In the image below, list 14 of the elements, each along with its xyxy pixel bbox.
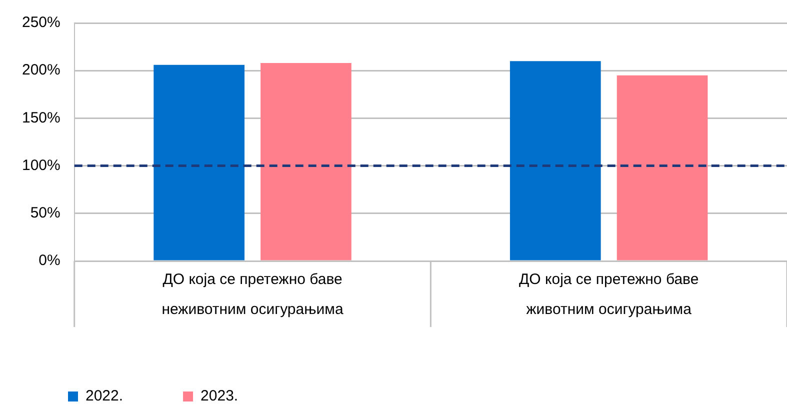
y-tick-label: 250%	[22, 14, 60, 32]
bar	[616, 75, 708, 260]
legend-label: 2022.	[86, 388, 124, 405]
legend-label: 2023.	[200, 388, 238, 405]
x-tick-label: ДО која се претежно баве животним осигурањима	[519, 271, 699, 318]
bar	[260, 62, 352, 260]
y-tick-label: 150%	[22, 109, 60, 126]
y-tick-label: 200%	[22, 62, 60, 79]
y-tick-label: 50%	[30, 204, 60, 222]
x-tick-label: ДО која се претежно баве неживотним осигурањима	[162, 271, 344, 318]
bar	[154, 64, 245, 260]
y-tick-label: 0%	[38, 252, 60, 270]
bar	[510, 61, 601, 260]
y-tick-label: 100%	[22, 156, 60, 174]
